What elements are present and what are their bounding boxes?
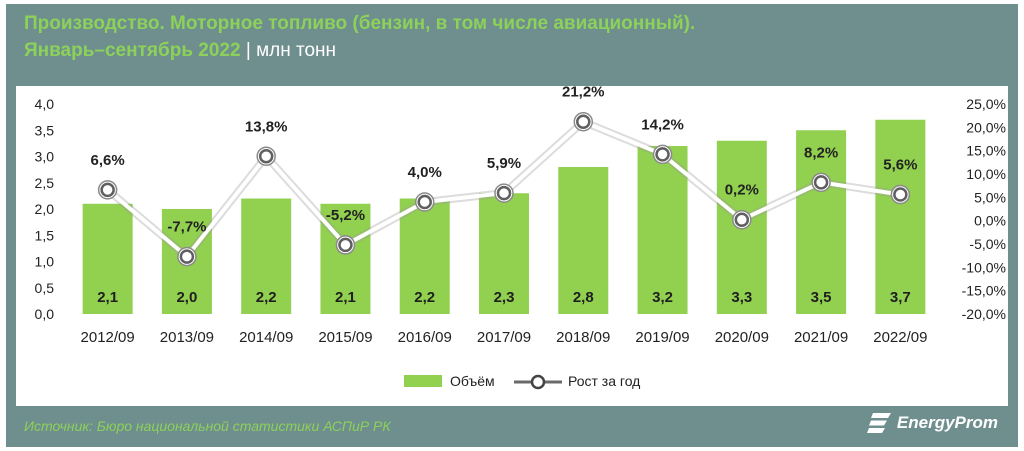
bar-value-label: 3,2 [652,289,673,306]
chart-svg: 0,0 0,5 1,0 1,5 2,0 2,5 3,0 3,5 4,0 -20,0% -15,0% -… [35,86,1006,390]
growth-point [338,237,353,253]
chart-title-block: Производство. Моторное топливо (бензин, … [24,10,1004,64]
chart-period: Январь–сентябрь 2022 [24,40,241,61]
y-left-tick-label: 1,0 [35,254,55,270]
x-tick-label: 2012/09 [81,329,135,346]
bar [82,203,133,314]
bar-value-label: 2,2 [414,289,435,306]
legend-line-label: Рост за год [568,373,640,389]
legend-line-marker [530,374,546,390]
growth-value-label: 6,6% [91,152,125,169]
y-right-tick-label: -5,0% [969,236,1006,252]
y-left-tick-label: 4,0 [35,96,55,112]
growth-point [893,187,908,202]
x-tick-label: 2021/09 [794,329,848,346]
growth-point [576,114,591,129]
y-right-tick-label: 20,0% [966,119,1006,135]
legend-bar-label: Объём [450,373,495,389]
chart-subtitle: Январь–сентябрь 2022 | млн тонн [24,37,1004,64]
title-separator: | [245,40,251,61]
y-right-tick-label: 10,0% [966,166,1006,182]
growth-value-label: 0,2% [725,182,759,199]
x-tick-label: 2018/09 [556,329,610,346]
growth-point [417,194,432,210]
growth-value-label: 14,2% [641,116,684,133]
growth-point [179,249,195,264]
x-tick-label: 2014/09 [239,329,293,346]
bar [875,119,926,314]
bar-value-label: 2,8 [573,289,594,306]
growth-point [813,175,829,190]
bar-value-label: 2,3 [494,289,515,306]
bar-value-label: 2,1 [97,289,118,306]
y-left-tick-label: 0,0 [35,306,55,322]
growth-value-label: 13,8% [245,118,288,135]
y-left-tick-label: 2,5 [35,175,55,191]
x-tick-label: 2013/09 [160,329,214,346]
chart-unit: млн тонн [256,40,337,61]
bar [796,130,847,314]
y-right-tick-label: 5,0% [974,189,1006,205]
x-tick-label: 2015/09 [318,329,372,346]
y-right-tick-label: -15,0% [962,283,1006,299]
bar-value-label: 3,7 [890,289,911,306]
growth-value-label: 21,2% [562,86,605,101]
y-left-tick-label: 3,0 [35,149,55,165]
bar-value-label: 3,5 [811,289,832,306]
growth-point [100,182,115,198]
bar [320,203,371,314]
bar [558,167,609,314]
x-tick-label: 2017/09 [477,329,531,346]
growth-value-label: 5,6% [883,157,917,174]
y-right-tick-label: 0,0% [974,213,1006,229]
bar-value-label: 2,0 [176,289,197,306]
legend-bar-swatch [404,375,442,387]
x-tick-label: 2022/09 [873,329,927,346]
growth-value-label: 4,0% [408,164,442,181]
growth-value-label: -7,7% [167,219,206,236]
x-tick-label: 2016/09 [398,329,452,346]
bar-value-label: 2,1 [335,289,356,306]
y-left-tick-label: 3,5 [35,122,55,138]
y-right-tick-label: -20,0% [962,306,1006,322]
brand-logo: EnergyProm [866,412,998,434]
growth-point [258,149,274,164]
bar-value-label: 2,2 [256,289,277,306]
y-left-tick-label: 2,0 [35,201,55,217]
brand-name: EnergyProm [896,413,998,432]
bar [637,146,688,314]
growth-point [734,212,750,227]
growth-value-label: 8,2% [804,144,838,161]
y-right-tick-label: 15,0% [966,143,1006,159]
bar-value-label: 3,3 [731,289,752,306]
chart-frame: Производство. Моторное топливо (бензин, … [6,4,1018,447]
growth-value-label: -5,2% [326,207,365,224]
growth-point [655,147,670,162]
chart-title: Производство. Моторное топливо (бензин, … [24,13,696,34]
x-tick-label: 2020/09 [715,329,769,346]
y-right-tick-label: -10,0% [962,259,1006,275]
bar [479,193,529,314]
plot-area: 0,0 0,5 1,0 1,5 2,0 2,5 3,0 3,5 4,0 -20,0% -15,0% -… [16,86,1008,406]
energyprom-logo-icon [866,413,891,433]
growth-point [496,185,512,201]
y-right-tick-label: 25,0% [966,96,1006,112]
bar [241,198,292,314]
bar [399,198,450,314]
source-note: Источник: Бюро национальной статистики А… [24,418,391,434]
growth-value-label: 5,9% [487,155,521,172]
x-tick-label: 2019/09 [635,329,689,346]
y-left-tick-label: 1,5 [35,227,55,243]
y-left-tick-label: 0,5 [35,280,55,296]
